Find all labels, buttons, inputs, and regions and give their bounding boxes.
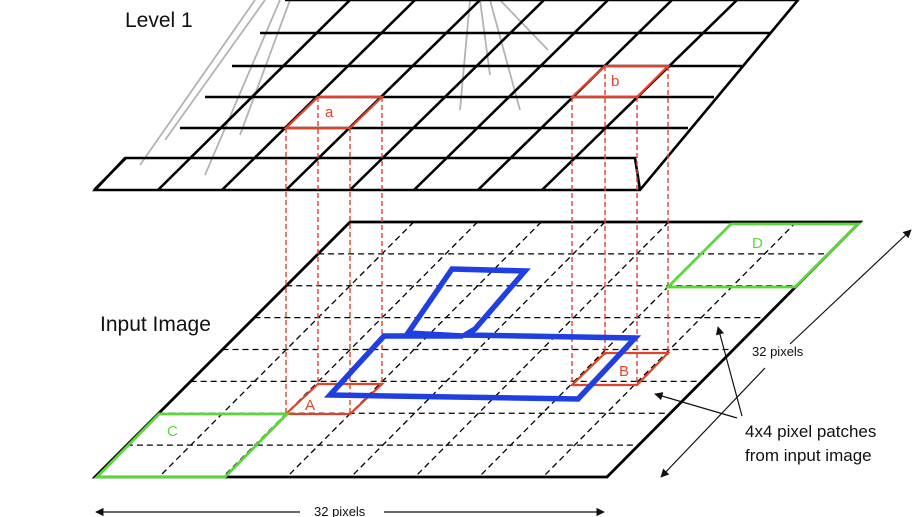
input-shape: [323, 266, 642, 402]
callout-arrow-2: [654, 392, 738, 419]
patch-D: [664, 222, 862, 289]
height-arrow-up: [789, 229, 912, 345]
level1-column-line: [349, 0, 545, 191]
level1-title: Level 1: [125, 9, 193, 32]
patch-D-label: D: [752, 235, 763, 252]
patch-C: [93, 412, 291, 479]
input-image-title: Input Image: [100, 313, 211, 336]
red-patches: [283, 64, 671, 416]
width-label: 32 pixels: [314, 504, 366, 517]
input-image-outline: [91, 220, 864, 479]
patch-a-label: a: [325, 104, 334, 121]
patch-b-label: b: [611, 73, 619, 90]
level1-column-line: [157, 0, 351, 191]
level1-column-line: [221, 0, 416, 191]
height-label: 32 pixels: [752, 344, 804, 359]
height-arrow-down: [660, 367, 766, 478]
patch-A: [283, 382, 385, 416]
patch-A-label: A: [305, 397, 315, 414]
callout-arrow-1: [715, 326, 743, 417]
patch-a: [283, 95, 385, 130]
patch-B-label: B: [619, 363, 629, 380]
level1-column-line: [93, 157, 127, 191]
patch-B: [569, 351, 671, 387]
patch-C-label: C: [167, 423, 178, 440]
note-line-1: 4x4 pixel patches: [745, 422, 876, 441]
level1-column-line: [413, 0, 609, 191]
level1-column-line: [285, 0, 481, 191]
note-line-2: from input image: [745, 446, 872, 465]
green-patches: [93, 222, 862, 479]
dimension-arrows: [95, 229, 912, 517]
patch-b: [569, 64, 671, 99]
level1-grid: [91, 0, 800, 192]
attention-lines: [139, 0, 549, 176]
